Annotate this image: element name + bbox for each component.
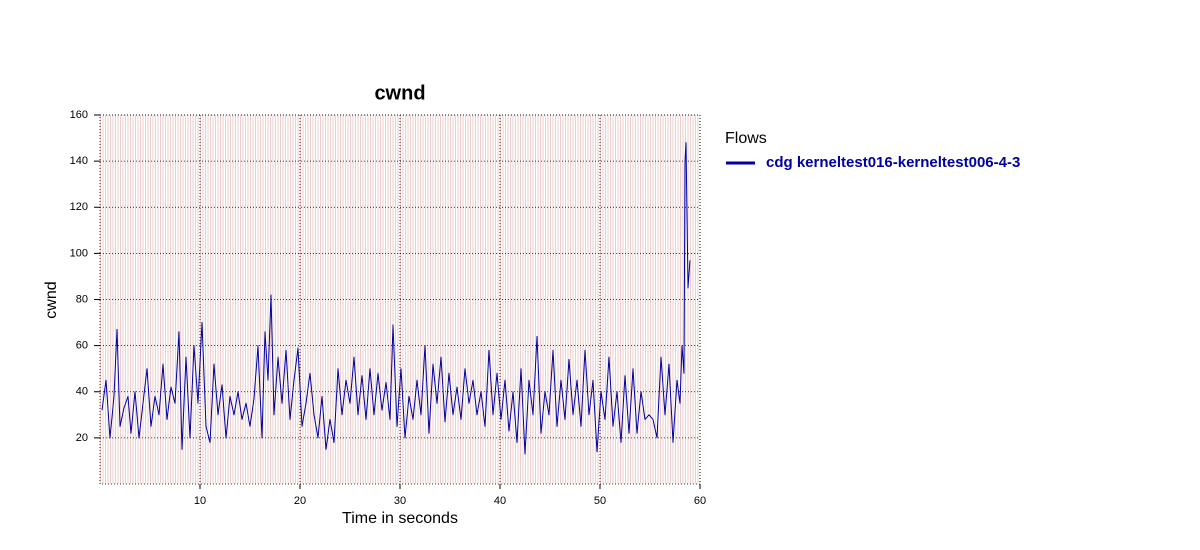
plot-frame	[99, 114, 701, 485]
y-tick-label: 20	[76, 432, 88, 444]
x-tick-label: 50	[594, 495, 606, 507]
series-line	[101, 142, 691, 455]
y-tick-label: 60	[76, 340, 88, 352]
x-axis-label: Time in seconds	[342, 510, 458, 527]
x-tick-label: 10	[194, 495, 206, 507]
chart-title: cwnd	[374, 82, 425, 104]
y-tick-label: 160	[70, 109, 88, 121]
x-tick-label: 40	[494, 495, 506, 507]
legend-title: Flows	[725, 130, 767, 147]
y-tick-label: 40	[76, 386, 88, 398]
y-tick-label: 120	[70, 201, 88, 213]
y-tick-label: 100	[70, 247, 88, 259]
x-tick-label: 30	[394, 495, 406, 507]
x-tick-label: 60	[694, 495, 706, 507]
y-tick-label: 80	[76, 293, 88, 305]
x-tick-label: 20	[294, 495, 306, 507]
y-axis-label: cwnd	[43, 281, 60, 318]
y-tick-label: 140	[70, 155, 88, 167]
legend-label: cdg kerneltest016-kerneltest006-4-3	[766, 154, 1020, 171]
